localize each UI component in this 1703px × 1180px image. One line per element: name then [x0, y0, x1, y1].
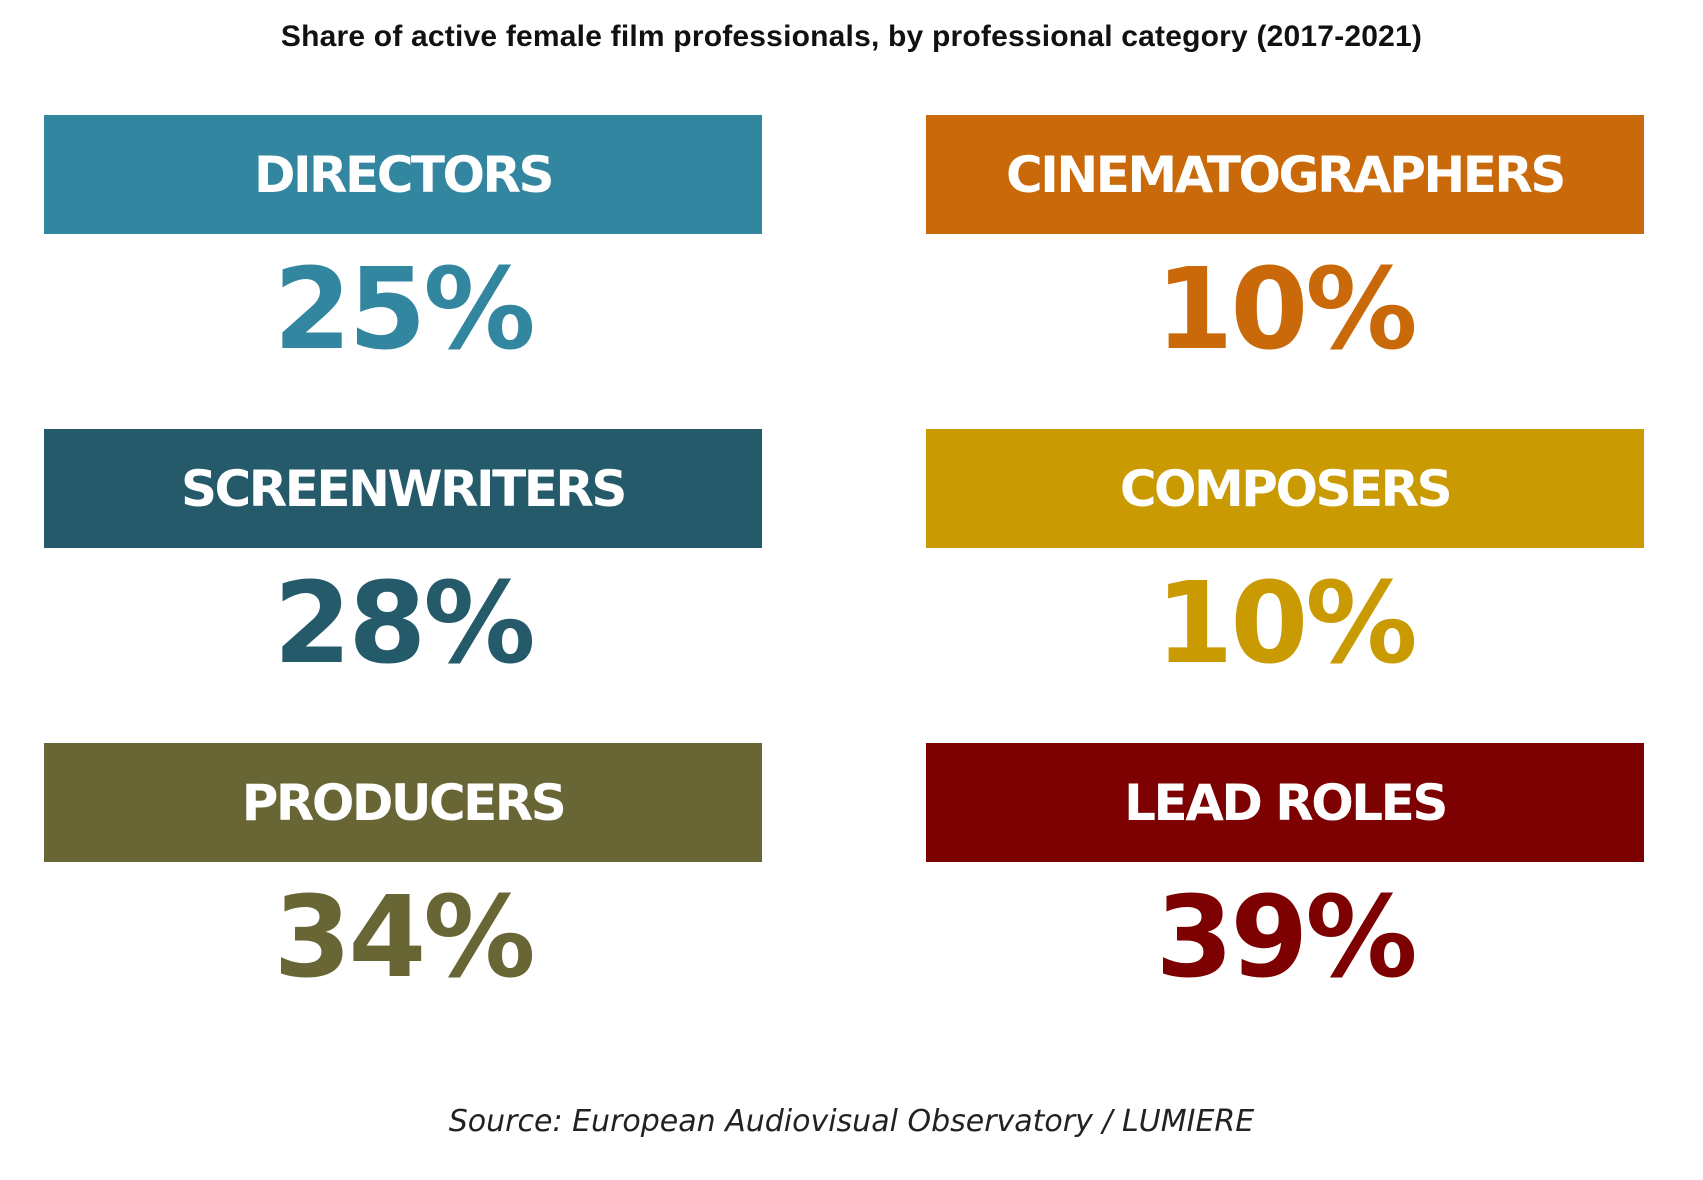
tile-lead-roles: LEAD ROLES 39%: [926, 743, 1644, 1049]
value-label: 10%: [1155, 245, 1417, 375]
value-label: 25%: [273, 245, 535, 375]
chart-title: Share of active female film professional…: [280, 20, 1423, 53]
tile-screenwriters: SCREENWRITERS 28%: [44, 429, 762, 735]
tile-composers: COMPOSERS 10%: [926, 429, 1644, 735]
category-label: PRODUCERS: [44, 743, 762, 862]
value-label: 39%: [1155, 873, 1417, 1003]
tile-directors: DIRECTORS 25%: [44, 115, 762, 421]
value-label: 10%: [1155, 559, 1417, 689]
tile-producers: PRODUCERS 34%: [44, 743, 762, 1049]
category-label: DIRECTORS: [44, 115, 762, 234]
category-label: LEAD ROLES: [926, 743, 1644, 862]
category-label: CINEMATOGRAPHERS: [926, 115, 1644, 234]
tile-cinematographers: CINEMATOGRAPHERS 10%: [926, 115, 1644, 421]
category-label: SCREENWRITERS: [44, 429, 762, 548]
category-grid: DIRECTORS 25% CINEMATOGRAPHERS 10% SCREE…: [44, 115, 1661, 1015]
value-label: 34%: [273, 873, 535, 1003]
value-label: 28%: [273, 559, 535, 689]
source-note: Source: European Audiovisual Observatory…: [448, 1104, 1255, 1139]
category-label: COMPOSERS: [926, 429, 1644, 548]
